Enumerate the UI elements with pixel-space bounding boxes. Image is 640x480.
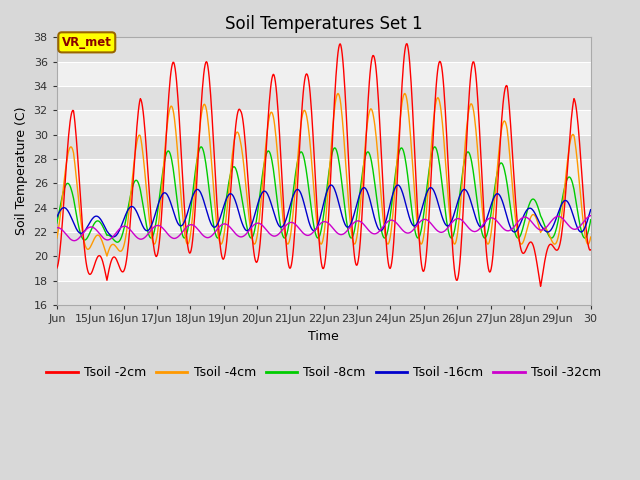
Bar (57, 232, 591, 256)
Bar (57, 61, 591, 86)
Text: VR_met: VR_met (62, 36, 112, 49)
Bar (57, 159, 591, 183)
Bar (57, 37, 591, 61)
Title: Soil Temperatures Set 1: Soil Temperatures Set 1 (225, 15, 422, 33)
Legend: Tsoil -2cm, Tsoil -4cm, Tsoil -8cm, Tsoil -16cm, Tsoil -32cm: Tsoil -2cm, Tsoil -4cm, Tsoil -8cm, Tsoi… (42, 361, 606, 384)
Y-axis label: Soil Temperature (C): Soil Temperature (C) (15, 107, 28, 235)
Bar (57, 281, 591, 305)
Bar (57, 86, 591, 110)
Bar (57, 256, 591, 281)
Bar (57, 135, 591, 159)
Bar (57, 183, 591, 208)
Bar (57, 208, 591, 232)
X-axis label: Time: Time (308, 330, 339, 343)
Bar (57, 110, 591, 135)
